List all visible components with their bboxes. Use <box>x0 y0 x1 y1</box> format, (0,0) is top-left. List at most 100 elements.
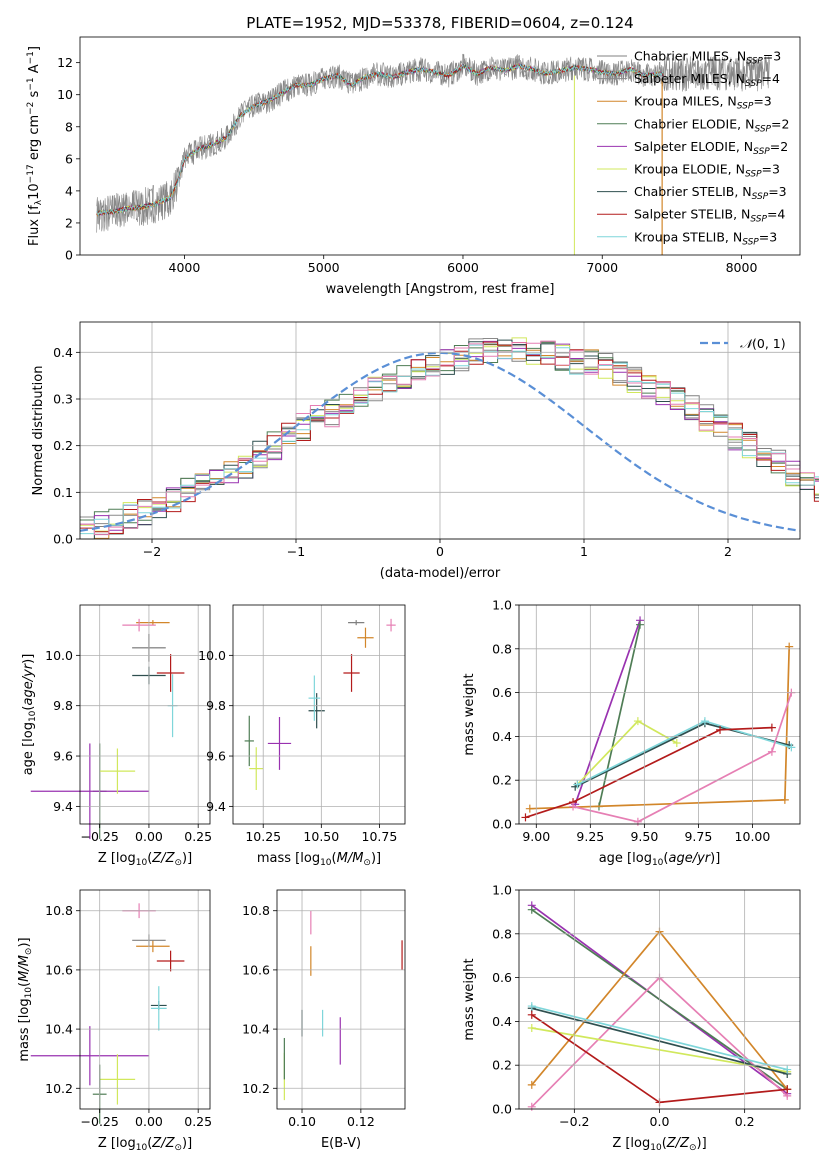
y-tick-label: 10.6 <box>45 962 73 977</box>
weight-point-marker <box>785 642 794 651</box>
weight-point-marker <box>569 802 578 811</box>
weight-vs-Z-xlabel: Z [log10(Z/Z⊙)] <box>612 1136 706 1153</box>
weight-point-marker <box>573 780 582 789</box>
y-tick-label: 2 <box>65 215 73 230</box>
y-tick-label: 10.2 <box>242 1081 270 1096</box>
weight-point-marker <box>767 723 776 732</box>
y-tick-label: 6 <box>65 151 73 166</box>
y-tick-label: 0.8 <box>492 641 512 656</box>
spectrum-legend: Chabrier MILES, NSSP=3 Salpeter MILES, NS… <box>597 49 789 247</box>
y-tick-label: 0.6 <box>492 685 512 700</box>
x-tick-label: 4000 <box>169 260 201 275</box>
x-tick-label: 0.25 <box>184 1114 212 1129</box>
y-tick-label: 10.2 <box>45 1081 73 1096</box>
y-tick-label: 0.0 <box>53 532 73 547</box>
age-vs-Z-xlabel: Z [log10(Z/Z⊙)] <box>98 851 192 868</box>
weight-point-marker <box>783 1085 792 1094</box>
x-tick-label: 7000 <box>586 260 618 275</box>
y-tick-label: 0 <box>65 248 73 263</box>
y-tick-label: 4 <box>65 183 73 198</box>
x-tick-label: 0.0 <box>650 1114 670 1129</box>
spectrum-series-line <box>96 63 664 216</box>
figure-title: PLATE=1952, MJD=53378, FIBERID=0604, z=0… <box>246 14 633 32</box>
x-tick-label: 9.00 <box>522 829 550 844</box>
spectrum-series-line <box>96 63 664 215</box>
weight-series-line <box>574 620 641 805</box>
weight-series-line <box>525 726 772 819</box>
y-tick-label: 9.6 <box>206 749 226 764</box>
mass-vs-EBV-frame: 0.10 0.12 10.2 10.4 10.6 10.8 <box>242 889 406 1129</box>
weight-vs-age-xlabel: age [log10(age/yr)] <box>599 851 721 868</box>
spectrum-series-line <box>96 62 664 217</box>
x-tick-label: 1 <box>580 544 588 559</box>
y-tick-label: 0.1 <box>53 485 73 500</box>
weight-series-line <box>577 720 792 786</box>
legend-label: Kroupa ELODIE, NSSP=3 <box>634 162 780 180</box>
y-tick-label: 0.0 <box>492 817 512 832</box>
mass-vs-EBV-xlabel: E(B-V) <box>321 1136 361 1151</box>
mass-vs-EBV-axes <box>277 890 405 1109</box>
x-tick-label: 10.00 <box>735 829 771 844</box>
weight-vs-age-border <box>518 604 801 825</box>
y-tick-label: 0.3 <box>53 392 73 407</box>
spectrum-border <box>79 36 801 256</box>
x-tick-label: 6000 <box>447 260 479 275</box>
x-tick-label: 0.12 <box>347 1114 375 1129</box>
age-vs-mass-border <box>232 604 406 825</box>
x-tick-label: 5000 <box>308 260 340 275</box>
weight-point-marker <box>527 1102 536 1111</box>
y-tick-label: 0.6 <box>492 970 512 985</box>
age-vs-Z-axes <box>80 605 210 824</box>
mass-vs-EBV-border <box>276 889 406 1110</box>
y-tick-label: 1.0 <box>492 883 512 898</box>
legend-label: Salpeter ELODIE, NSSP=2 <box>634 139 788 157</box>
histogram-series <box>80 344 819 540</box>
y-tick-label: 8 <box>65 119 73 134</box>
residuals-ylabel: Normed distribution <box>31 366 46 496</box>
mass-vs-Z-xlabel: Z [log10(Z/Z⊙)] <box>98 1136 192 1153</box>
spectrum-panel <box>96 53 770 255</box>
weight-vs-Z-ylabel: mass weight <box>462 958 477 1040</box>
x-tick-label: 10.75 <box>362 829 398 844</box>
residuals-axes <box>80 322 800 540</box>
age-vs-mass-panel <box>244 618 396 791</box>
weight-vs-age-frame: 9.00 9.25 9.50 9.75 10.00 0.0 0.2 0.4 0.6 0.8 1.0 <box>492 598 801 844</box>
weight-series-line <box>572 692 793 823</box>
y-tick-label: 0.4 <box>492 1014 512 1029</box>
weight-series-line <box>598 624 641 807</box>
legend-label: Kroupa MILES, NSSP=3 <box>634 94 772 112</box>
weight-point-marker <box>716 725 725 734</box>
x-tick-label: 10.25 <box>245 829 281 844</box>
x-tick-label: 2 <box>724 544 732 559</box>
weight-point-marker <box>633 817 642 826</box>
legend-label: Salpeter STELIB, NSSP=4 <box>634 207 785 225</box>
weight-point-marker <box>672 738 681 747</box>
legend-label: Salpeter MILES, NSSP=4 <box>634 71 780 89</box>
weight-vs-age-panel <box>521 616 796 826</box>
weight-point-marker <box>527 1002 536 1011</box>
weight-point-marker <box>767 747 776 756</box>
spectrum-frame: 4000 5000 6000 7000 8000 0 2 4 6 8 10 12 <box>57 36 801 275</box>
legend-label: Kroupa STELIB, NSSP=3 <box>634 229 777 247</box>
y-tick-label: 10.0 <box>45 648 73 663</box>
mass-vs-Z-ylabel: mass [log10(M/M⊙)] <box>17 937 34 1061</box>
y-tick-label: 10.8 <box>45 903 73 918</box>
histogram-series <box>80 342 819 524</box>
y-tick-label: 9.8 <box>206 698 226 713</box>
weight-point-marker <box>527 905 536 914</box>
y-tick-label: 9.6 <box>53 749 73 764</box>
x-tick-label: 8000 <box>726 260 758 275</box>
y-tick-label: 0.2 <box>492 1058 512 1073</box>
weight-point-marker <box>787 743 796 752</box>
weight-point-marker <box>521 813 530 822</box>
weight-vs-age-ylabel: mass weight <box>462 673 477 755</box>
legend-label: Chabrier MILES, NSSP=3 <box>634 49 781 67</box>
spectrum-xlabel: wavelength [Angstrom, rest frame] <box>326 282 555 297</box>
spectrum-series-line <box>96 63 664 216</box>
age-vs-mass-axes <box>233 605 405 824</box>
x-tick-label: 0.2 <box>735 1114 755 1129</box>
x-tick-label: 9.75 <box>684 829 712 844</box>
y-tick-label: 0.2 <box>53 438 73 453</box>
residuals-panel <box>79 337 819 540</box>
